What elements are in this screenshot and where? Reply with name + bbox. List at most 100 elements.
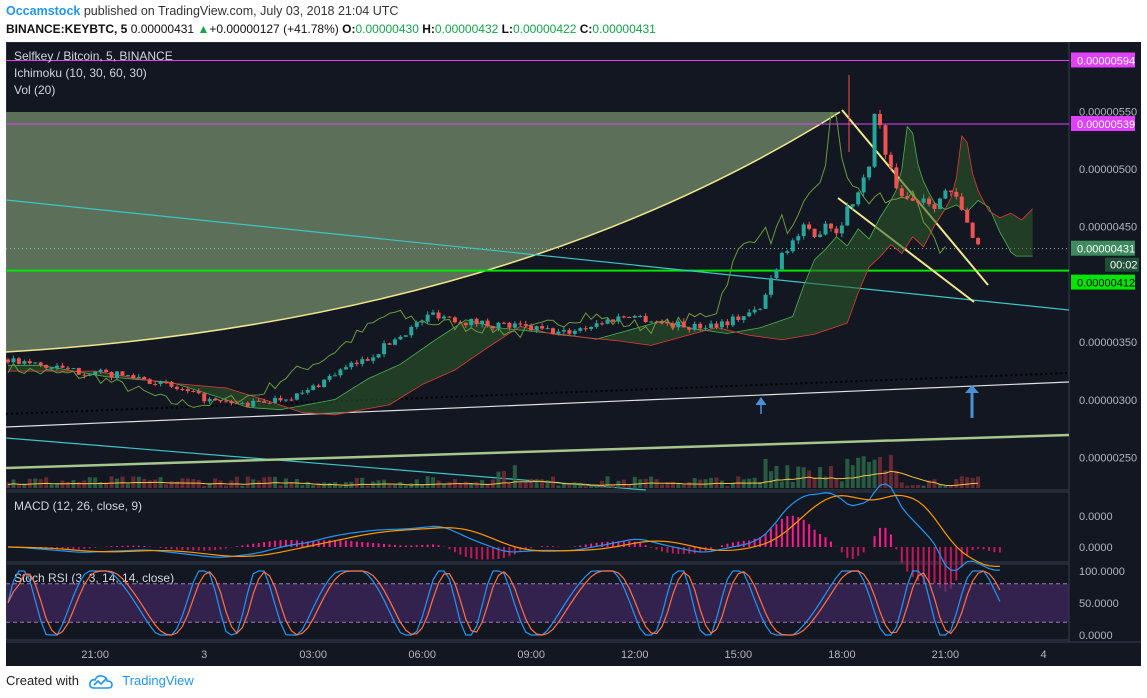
volume-bar bbox=[474, 482, 479, 488]
candle-body bbox=[867, 166, 872, 178]
macd-histogram-bar bbox=[165, 547, 168, 549]
macd-histogram-bar bbox=[83, 547, 86, 549]
volume-bar bbox=[202, 485, 207, 488]
macd-histogram-bar bbox=[661, 547, 663, 552]
macd-histogram-bar bbox=[770, 528, 772, 547]
time-tick-label: 15:00 bbox=[725, 649, 753, 661]
candle-body bbox=[649, 321, 654, 323]
candle-body bbox=[371, 357, 376, 361]
created-with-text: Created with bbox=[6, 673, 79, 688]
macd-histogram-bar bbox=[993, 547, 996, 553]
candle-body bbox=[643, 316, 648, 322]
candle-body bbox=[959, 196, 964, 210]
volume-bar bbox=[153, 479, 158, 488]
volume-bar bbox=[965, 477, 970, 488]
volume-bar bbox=[469, 482, 474, 488]
volume-bar bbox=[567, 484, 572, 488]
volume-bar bbox=[245, 476, 250, 488]
stoch-tick-label: 0.0000 bbox=[1079, 630, 1113, 642]
tradingview-brand[interactable]: TradingView bbox=[122, 673, 194, 688]
close-value: 0.00000431 bbox=[592, 22, 656, 36]
legend-volume: Vol (20) bbox=[14, 83, 55, 97]
macd-histogram-bar bbox=[530, 547, 533, 549]
stoch-legend: Stoch RSI (3, 3, 14, 14, close) bbox=[14, 571, 174, 585]
macd-histogram-bar bbox=[208, 547, 211, 551]
macd-histogram-bar bbox=[720, 545, 723, 547]
candle-body bbox=[660, 321, 664, 323]
candle-body bbox=[458, 322, 463, 324]
candle-body bbox=[311, 385, 316, 391]
candle-body bbox=[965, 209, 970, 223]
curve-drawing bbox=[6, 111, 841, 353]
macd-histogram-bar bbox=[519, 547, 522, 552]
candle-body bbox=[834, 228, 839, 234]
volume-bar bbox=[779, 481, 784, 488]
volume-bar bbox=[976, 476, 981, 488]
volume-bar bbox=[845, 458, 850, 488]
volume-bar bbox=[207, 483, 212, 488]
macd-histogram-bar bbox=[263, 542, 266, 547]
volume-bar bbox=[905, 485, 910, 488]
volume-bar bbox=[927, 480, 932, 488]
price-tick-label: 0.00000450 bbox=[1079, 222, 1137, 234]
macd-histogram-bar bbox=[693, 547, 696, 554]
candle-body bbox=[769, 278, 773, 295]
candle-body bbox=[267, 402, 272, 404]
candle-body bbox=[485, 320, 490, 327]
macd-histogram-bar bbox=[933, 547, 936, 584]
macd-histogram-bar bbox=[677, 547, 680, 554]
candle-body bbox=[360, 359, 365, 364]
candle-body bbox=[469, 318, 474, 326]
volume-bar bbox=[790, 481, 795, 488]
volume-bar bbox=[311, 485, 316, 488]
candle-body bbox=[382, 343, 387, 355]
svg-text:00:02: 00:02 bbox=[1110, 260, 1138, 272]
macd-histogram-bar bbox=[710, 547, 713, 550]
macd-histogram-bar bbox=[808, 524, 811, 547]
macd-histogram-bar bbox=[470, 547, 473, 559]
candle-body bbox=[845, 206, 850, 226]
macd-histogram-bar bbox=[350, 540, 353, 547]
candle-body bbox=[567, 330, 572, 334]
volume-bar bbox=[169, 481, 174, 488]
volume-bar bbox=[262, 477, 267, 488]
candle-body bbox=[240, 402, 245, 404]
macd-histogram-bar bbox=[306, 541, 309, 547]
macd-histogram-bar bbox=[791, 515, 794, 547]
macd-histogram-bar bbox=[492, 547, 495, 560]
publish-info: published on TradingView.com, July 03, 2… bbox=[83, 4, 399, 18]
publish-header: Occamstock published on TradingView.com,… bbox=[6, 4, 398, 18]
macd-histogram-bar bbox=[682, 547, 685, 554]
curve-fill bbox=[6, 112, 840, 352]
candle-body bbox=[638, 316, 643, 318]
candle-body bbox=[229, 400, 234, 404]
macd-histogram-bar bbox=[895, 547, 898, 550]
candle-body bbox=[131, 375, 136, 379]
price-tick-label: 0.00000300 bbox=[1079, 395, 1137, 407]
volume-bar bbox=[812, 477, 817, 488]
author-link[interactable]: Occamstock bbox=[6, 4, 81, 18]
candle-body bbox=[338, 369, 343, 376]
macd-histogram-bar bbox=[110, 546, 113, 547]
volume-bar bbox=[534, 479, 539, 488]
volume-bar bbox=[850, 465, 855, 488]
macd-histogram-bar bbox=[655, 547, 658, 550]
candle-body bbox=[278, 398, 283, 401]
volume-bar bbox=[267, 476, 272, 488]
macd-histogram-bar bbox=[437, 545, 440, 547]
macd-histogram-bar bbox=[998, 547, 1001, 553]
macd-histogram-bar bbox=[949, 547, 952, 589]
candle-body bbox=[6, 359, 10, 363]
chart-canvas[interactable]: 0.00000550 0.00000500 0.00000450 0.00000350… bbox=[6, 42, 1141, 666]
macd-signal-line bbox=[7, 494, 1000, 567]
candle-body bbox=[104, 369, 109, 372]
macd-histogram-bar bbox=[928, 547, 931, 583]
candle-body bbox=[910, 198, 915, 201]
candle-body bbox=[551, 328, 555, 334]
volume-ma-line bbox=[7, 470, 979, 487]
candle-body bbox=[273, 398, 278, 403]
macd-histogram-bar bbox=[66, 547, 69, 550]
candle-body bbox=[158, 381, 163, 384]
candle-body bbox=[610, 319, 615, 322]
macd-histogram-bar bbox=[622, 541, 625, 547]
